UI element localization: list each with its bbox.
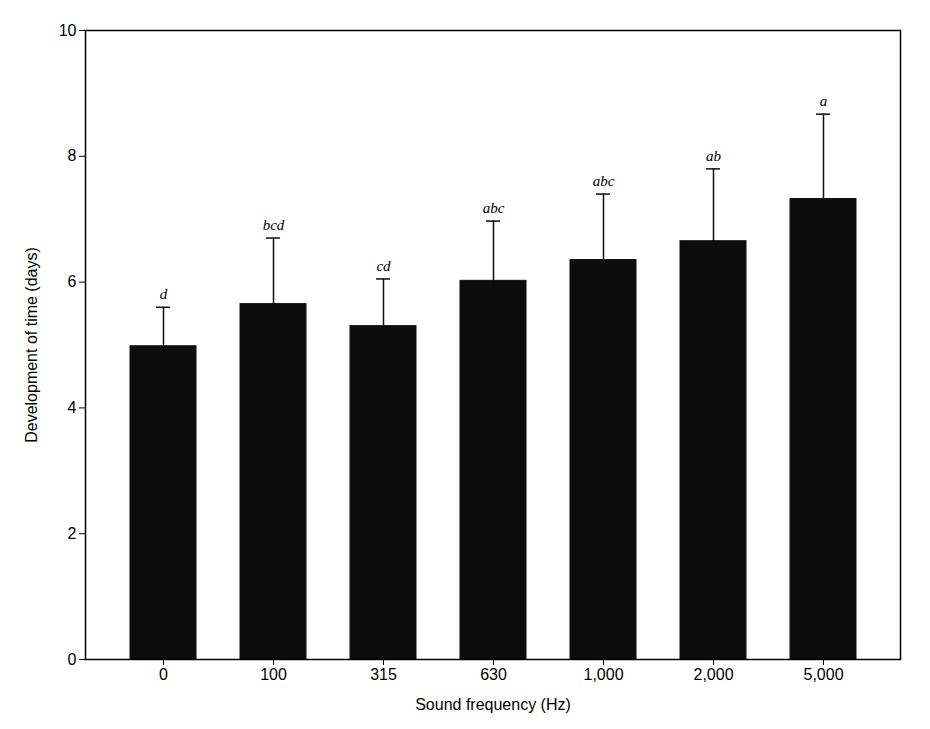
svg-text:315: 315 <box>370 666 397 683</box>
svg-text:Development of time (days): Development of time (days) <box>23 247 40 443</box>
svg-text:630: 630 <box>480 666 507 683</box>
svg-text:ab: ab <box>706 148 722 164</box>
svg-text:5,000: 5,000 <box>803 666 843 683</box>
svg-text:abc: abc <box>593 173 615 189</box>
svg-text:0: 0 <box>159 666 168 683</box>
svg-text:0: 0 <box>68 651 77 668</box>
svg-text:100: 100 <box>260 666 287 683</box>
svg-text:4: 4 <box>68 399 77 416</box>
svg-text:d: d <box>160 286 168 302</box>
svg-text:2: 2 <box>68 525 77 542</box>
svg-text:10: 10 <box>59 22 77 39</box>
svg-text:cd: cd <box>376 258 391 274</box>
svg-text:8: 8 <box>68 147 77 164</box>
svg-text:a: a <box>820 93 828 109</box>
svg-text:bcd: bcd <box>263 217 285 233</box>
svg-text:6: 6 <box>68 273 77 290</box>
svg-text:abc: abc <box>483 200 505 216</box>
svg-text:1,000: 1,000 <box>583 666 623 683</box>
svg-text:2,000: 2,000 <box>693 666 733 683</box>
svg-text:Sound frequency (Hz): Sound frequency (Hz) <box>415 696 571 713</box>
